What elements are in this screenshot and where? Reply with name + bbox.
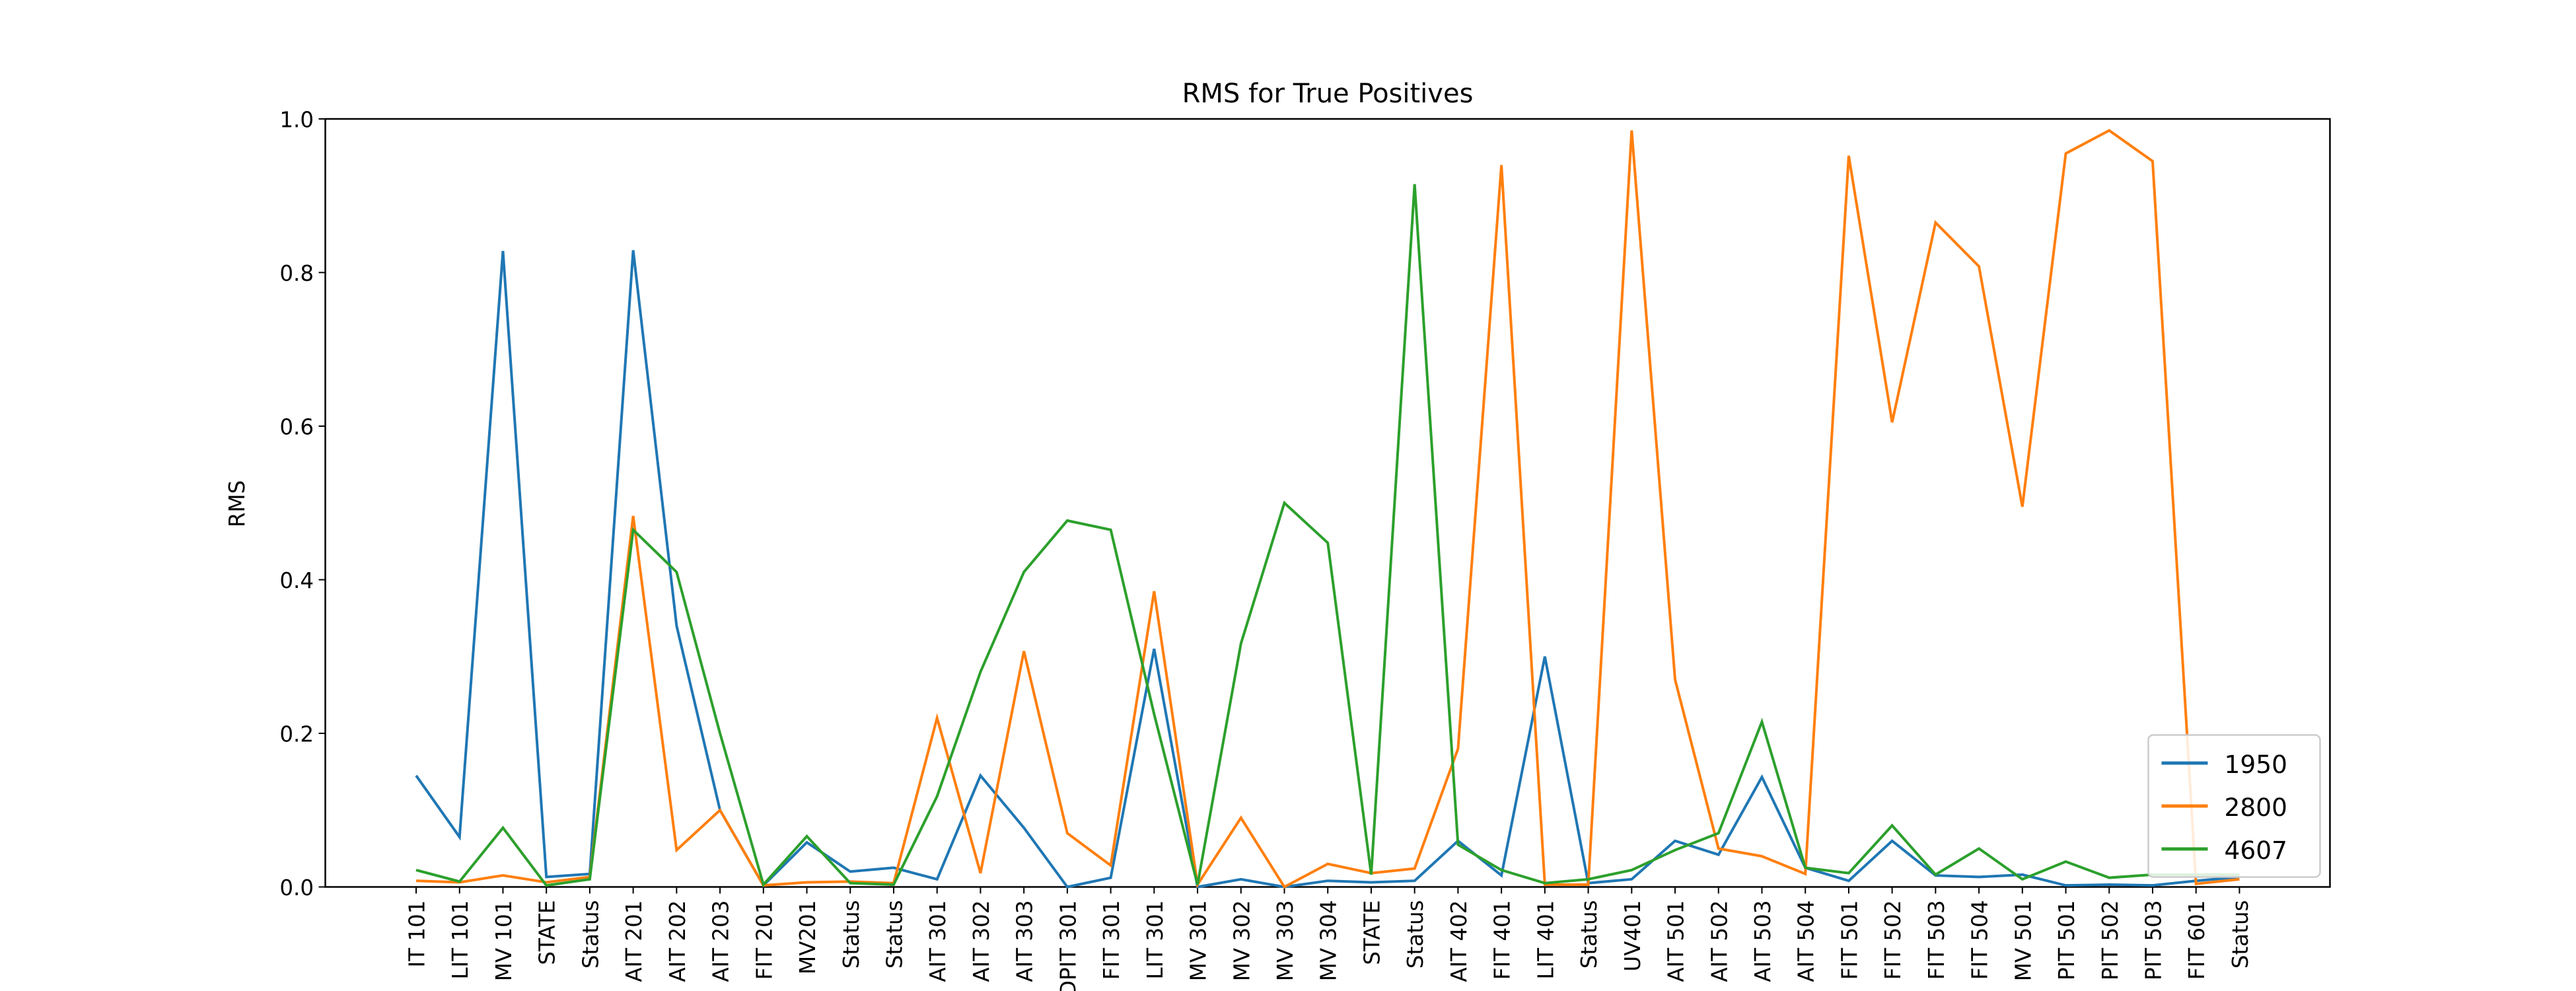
- y-tick-label: 1.0: [279, 108, 314, 133]
- x-tick-label: FIT 301: [1099, 900, 1124, 980]
- x-tick-label: AIT 402: [1447, 900, 1472, 982]
- x-tick-label: AIT 201: [622, 900, 647, 982]
- y-tick-label: 0.6: [279, 415, 314, 440]
- x-tick-label: AIT 503: [1750, 900, 1775, 982]
- x-tick-label: MV 304: [1316, 900, 1342, 982]
- legend-box: [2147, 734, 2321, 878]
- x-tick-label: MV 101: [491, 900, 517, 982]
- x-tick-label: AIT 303: [1013, 900, 1038, 982]
- x-tick-label: MV 302: [1229, 900, 1254, 982]
- x-tick-label: Status: [1403, 900, 1428, 969]
- y-axis-label: RMS: [225, 480, 250, 527]
- x-tick-label: AIT 302: [969, 900, 994, 982]
- x-tick-label: Status: [839, 900, 864, 969]
- y-tick-label: 0.8: [279, 261, 314, 286]
- x-tick-label: MV 303: [1273, 900, 1298, 982]
- x-tick-label: FIT 601: [2184, 900, 2209, 980]
- y-tick-label: 0.4: [279, 568, 314, 593]
- x-tick-label: AIT 504: [1794, 900, 1819, 982]
- x-tick-label: AIT 501: [1664, 900, 1689, 982]
- plot-frame: [324, 118, 2331, 888]
- x-tick-label: Status: [578, 900, 603, 969]
- x-tick-label: FIT 503: [1924, 900, 1949, 980]
- x-tick-label: FIT 502: [1880, 900, 1906, 980]
- series-line: [415, 184, 2240, 888]
- y-tick-label: 0.2: [279, 722, 314, 747]
- y-tick-label: 0.0: [279, 875, 314, 900]
- series-line: [415, 250, 2240, 889]
- x-tick-label: PIT 502: [2098, 900, 2123, 980]
- x-tick-label: LIT 101: [448, 900, 473, 980]
- x-tick-label: PIT 501: [2054, 900, 2079, 980]
- x-tick-label: AIT 301: [925, 900, 950, 982]
- x-tick-label: AIT 502: [1707, 900, 1732, 982]
- x-tick-label: FIT 401: [1490, 900, 1515, 980]
- x-tick-label: STATE: [535, 900, 560, 965]
- chart-title: RMS for True Positives: [1182, 79, 1474, 109]
- x-tick-label: AIT 203: [709, 900, 734, 982]
- legend-label: 2800: [2225, 793, 2287, 822]
- x-tick-label: AIT 202: [665, 900, 690, 982]
- x-tick-label: Status: [1577, 900, 1602, 969]
- x-tick-label: MV 301: [1186, 900, 1211, 982]
- x-tick-label: LIT 401: [1533, 900, 1558, 980]
- x-tick-label: IT 101: [405, 900, 430, 968]
- legend-label: 1950: [2225, 750, 2287, 779]
- x-tick-label: Status: [2228, 900, 2253, 969]
- x-tick-label: UV401: [1620, 900, 1645, 972]
- x-tick-label: Status: [882, 900, 907, 969]
- x-tick-label: FIT 201: [752, 900, 777, 980]
- legend-label: 4607: [2225, 836, 2287, 865]
- x-tick-label: STATE: [1359, 900, 1384, 965]
- x-tick-label: FIT 501: [1837, 900, 1862, 980]
- x-tick-label: MV 501: [2011, 900, 2036, 982]
- x-tick-label: FIT 504: [1968, 900, 1993, 980]
- x-tick-label: PIT 503: [2141, 900, 2166, 980]
- legend: 1950 2800 4607: [2147, 734, 2321, 878]
- x-tick-label: MV201: [795, 900, 820, 974]
- series-line: [415, 129, 2240, 889]
- x-tick-label: DPIT 301: [1055, 900, 1081, 991]
- x-tick-label: LIT 301: [1143, 900, 1168, 980]
